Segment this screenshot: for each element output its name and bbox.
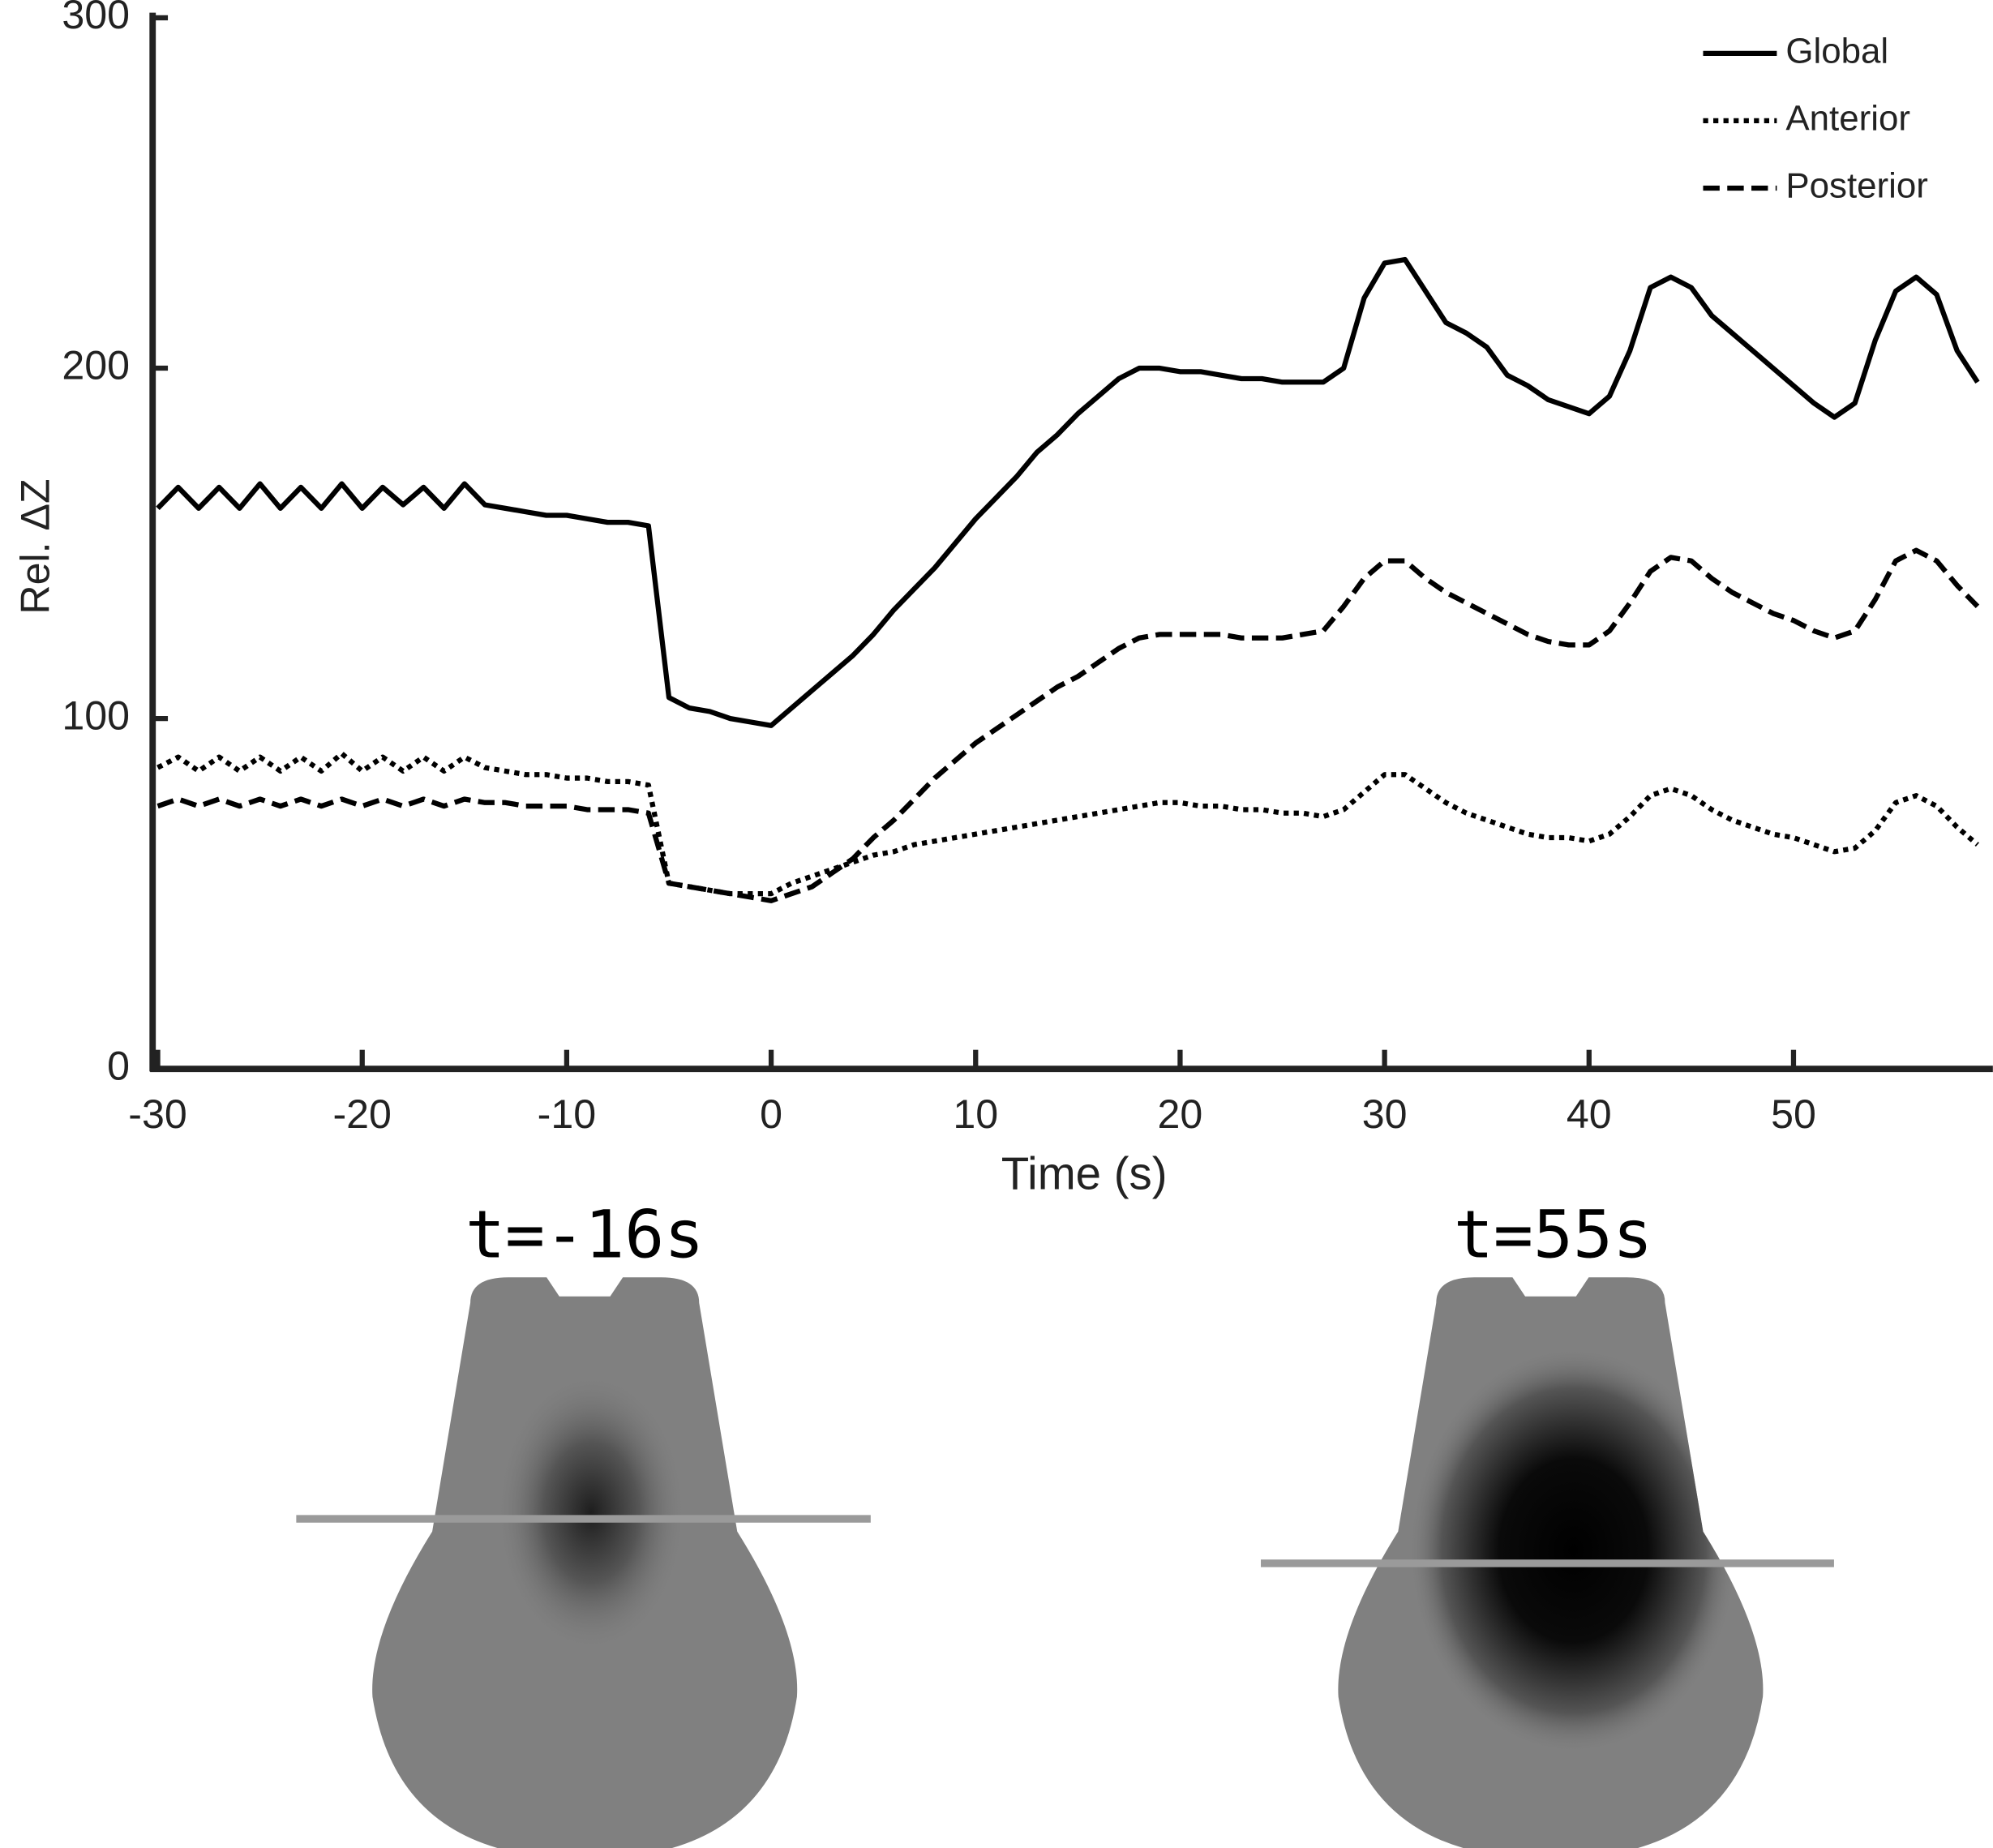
x-tick-label: -10 [538,1091,596,1137]
legend-label: Posterior [1785,166,1928,206]
impedance-blob [1408,1347,1739,1755]
image-panel: t=55s [1261,1197,1834,1848]
x-tick-label: 20 [1158,1091,1203,1137]
x-tick-label: 40 [1567,1091,1612,1137]
y-tick-label: 0 [107,1043,130,1088]
y-tick-label: 200 [62,342,130,388]
y-axis-label: Rel. ΔZ [12,478,58,614]
y-tick-label: 300 [62,0,130,37]
x-tick-label: 30 [1362,1091,1408,1137]
image-title: t=55s [1454,1197,1652,1274]
x-axis-label: Time (s) [1001,1147,1168,1198]
x-tick-label: 0 [760,1091,782,1137]
legend-label: Global [1785,31,1888,71]
image-panel: t=-16s [296,1197,871,1848]
y-tick-label: 100 [62,692,130,738]
x-tick-label: 50 [1771,1091,1816,1137]
impedance-blob [495,1372,687,1653]
x-tick-label: -20 [332,1091,391,1137]
series-line [156,547,1980,903]
x-tick-label: -30 [128,1091,186,1137]
image-title: t=-16s [465,1197,704,1274]
x-tick-label: 10 [953,1091,998,1137]
series-line [156,256,1980,728]
legend-label: Anterior [1785,98,1910,138]
series-line [156,751,1979,897]
